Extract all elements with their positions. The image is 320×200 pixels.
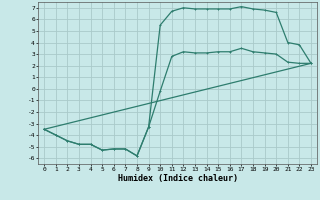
X-axis label: Humidex (Indice chaleur): Humidex (Indice chaleur) <box>118 174 238 183</box>
